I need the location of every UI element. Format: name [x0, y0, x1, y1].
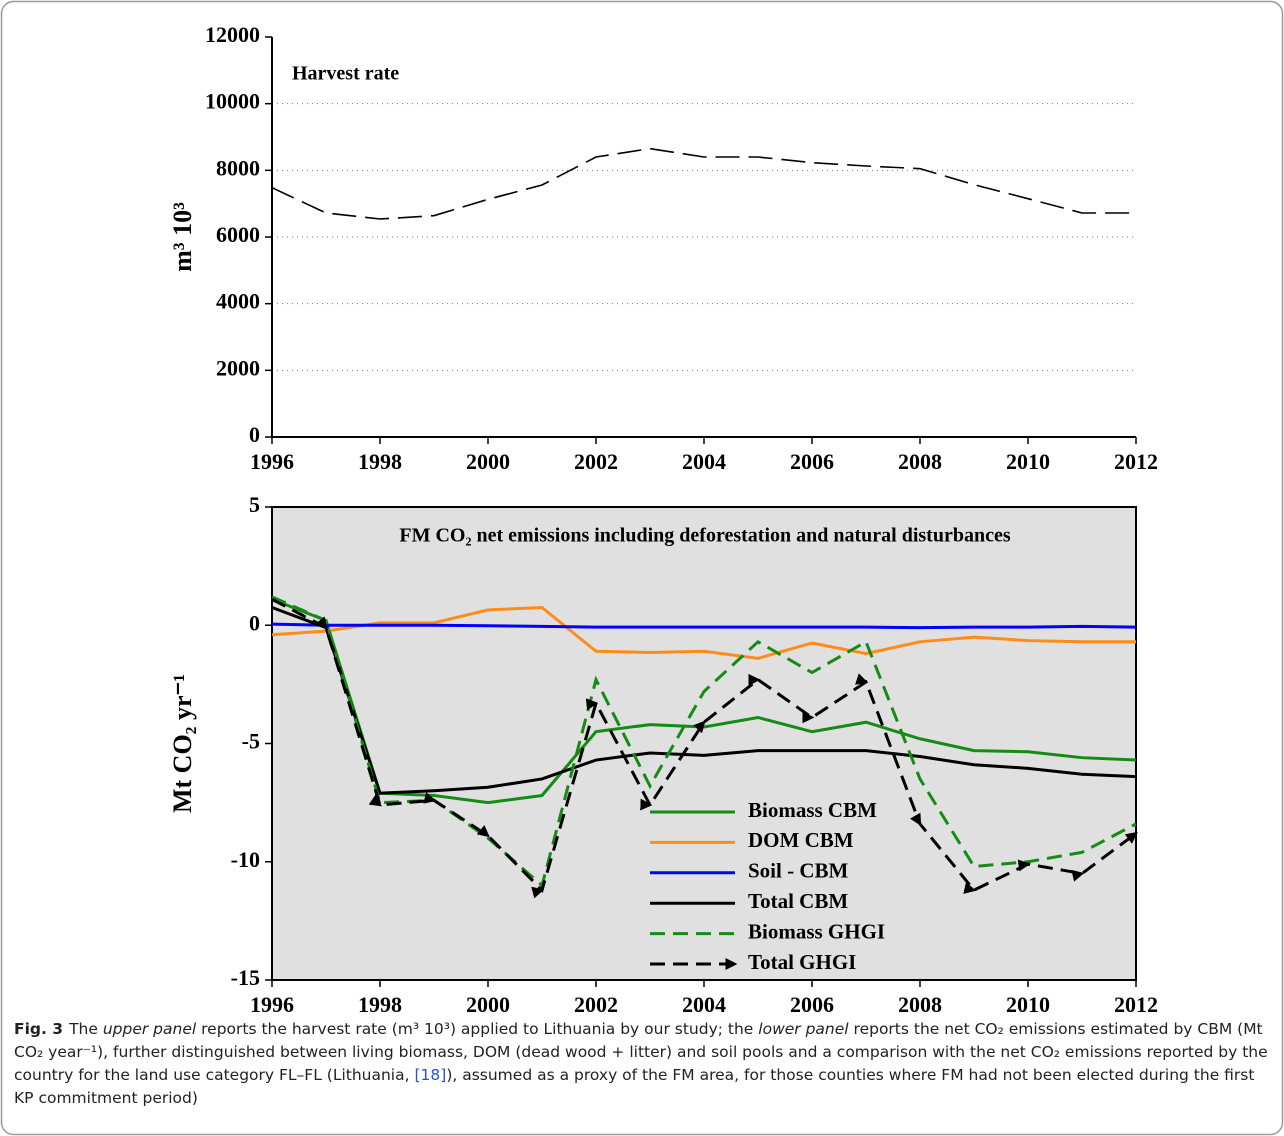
caption-label: Fig. 3	[14, 1020, 64, 1038]
x-tick-label: 2004	[682, 449, 726, 474]
x-tick-label: 1996	[250, 449, 294, 474]
x-tick-label: 2002	[574, 449, 618, 474]
caption-text: lower panel	[758, 1020, 849, 1038]
y-tick-label: 2000	[216, 355, 260, 380]
y-tick-label: 8000	[216, 155, 260, 180]
caption: Fig. 3 The upper panel reports the harves…	[14, 1018, 1272, 1110]
x-tick-label: 2002	[574, 992, 618, 1017]
x-tick-label: 2008	[898, 449, 942, 474]
legend-label: Soil - CBM	[748, 859, 849, 883]
x-tick-label: 1998	[358, 449, 402, 474]
y-tick-label: 10000	[205, 89, 260, 114]
x-tick-label: 2006	[790, 449, 834, 474]
x-tick-label: 2010	[1006, 449, 1050, 474]
caption-text: upper panel	[102, 1020, 197, 1038]
caption-text: reports the harvest rate (m³ 10³) applie…	[201, 1020, 754, 1038]
y-axis-label: m³ 10³	[168, 202, 197, 272]
x-tick-label: 2008	[898, 992, 942, 1017]
x-tick-label: 2012	[1114, 449, 1158, 474]
y-tick-label: 4000	[216, 289, 260, 314]
x-tick-label: 1996	[250, 992, 294, 1017]
series-line	[271, 597, 1138, 899]
y-tick-label: 5	[249, 492, 260, 517]
x-tick-label: 2010	[1006, 992, 1050, 1017]
y-tick-label: 0	[249, 422, 260, 447]
legend-label: Total GHGI	[748, 950, 856, 974]
caption-text[interactable]: [18]	[414, 1066, 447, 1084]
plot-background	[271, 506, 1137, 981]
x-tick-label: 2006	[790, 992, 834, 1017]
x-tick-label: 2012	[1114, 992, 1158, 1017]
caption-text: ), assumed as a proxy of the FM area, fo…	[14, 1066, 1255, 1107]
x-tick-label: 1998	[358, 992, 402, 1017]
legend-label: Total CBM	[748, 889, 848, 913]
legend-label: Biomass GHGI	[748, 919, 885, 943]
legend-label: Biomass CBM	[748, 798, 877, 822]
x-tick-label: 2004	[682, 992, 726, 1017]
y-tick-label: 6000	[216, 222, 260, 247]
y-tick-label: 0	[249, 610, 260, 635]
chart-title: Harvest rate	[292, 63, 399, 85]
y-tick-label: 12000	[205, 22, 260, 47]
chart-title: FM CO₂ net emissions including deforesta…	[399, 525, 1010, 547]
legend-label: DOM CBM	[748, 828, 854, 852]
x-tick-label: 2000	[466, 449, 510, 474]
y-tick-label: -10	[231, 847, 260, 872]
series-line	[271, 147, 1136, 220]
y-tick-label: -5	[242, 729, 260, 754]
caption-text: The	[69, 1020, 98, 1038]
y-axis-label: Mt CO₂ yr⁻¹	[168, 674, 197, 813]
y-tick-label: -15	[231, 965, 260, 990]
x-tick-label: 2000	[466, 992, 510, 1017]
caption-text: reports the net CO₂ emissions estimated …	[14, 1020, 1268, 1084]
